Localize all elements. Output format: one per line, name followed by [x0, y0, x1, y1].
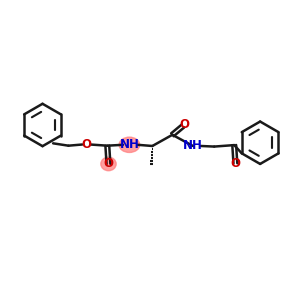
Ellipse shape — [101, 157, 116, 171]
Text: O: O — [230, 157, 240, 170]
Text: NH: NH — [183, 140, 203, 152]
Ellipse shape — [119, 137, 140, 152]
Text: O: O — [81, 138, 91, 151]
Text: O: O — [180, 118, 190, 131]
Text: O: O — [103, 158, 113, 170]
Text: NH: NH — [119, 138, 139, 151]
